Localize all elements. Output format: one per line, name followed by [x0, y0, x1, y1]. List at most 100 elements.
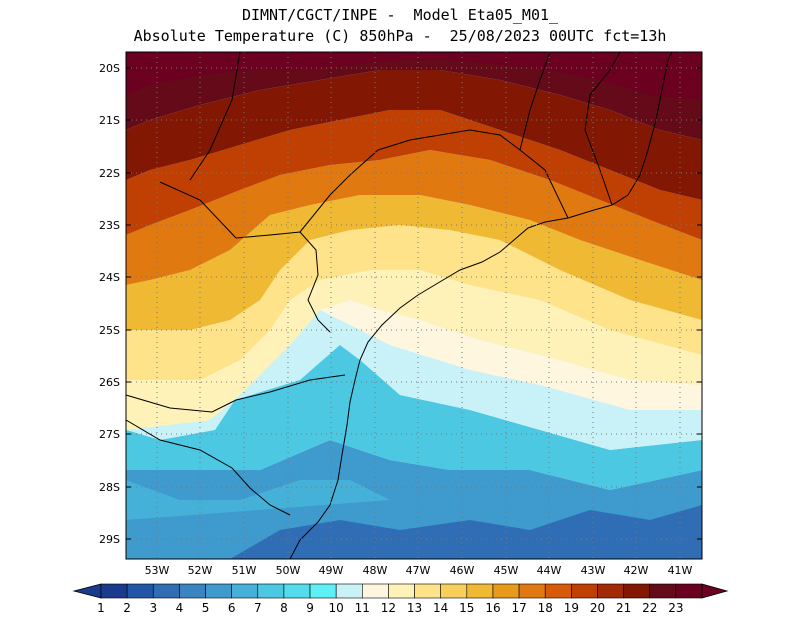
lon-label: 45W [494, 564, 519, 577]
lon-label: 44W [537, 564, 562, 577]
colorbar-swatch [205, 583, 232, 599]
temp-band-4 [230, 505, 702, 559]
chart-title-line-2: Absolute Temperature (C) 850hPa - 25/08/… [133, 27, 667, 45]
state-border-santa-catarina [126, 374, 346, 413]
colorbar-swatch [597, 583, 624, 599]
colorbar-label: 5 [202, 601, 210, 615]
colorbar-swatch [649, 583, 677, 599]
latitude-ticks [126, 67, 702, 540]
colorbar-label: 13 [407, 601, 422, 615]
temp-band-15 [126, 52, 702, 140]
temp-band-16 [126, 52, 702, 100]
colorbar-label: 3 [149, 601, 157, 615]
colorbar-label: 2 [123, 601, 131, 615]
state-border-sao-paulo-mg [159, 129, 569, 239]
colorbar-swatch [257, 583, 285, 599]
colorbar-swatch [544, 583, 572, 599]
colorbar-label: 19 [564, 601, 579, 615]
lat-label: 29S [99, 533, 120, 546]
temp-band-10 [126, 225, 702, 380]
lat-label: 26S [99, 376, 120, 389]
chart-title-line-1: DIMNT/CGCT/INPE - Model Eta05_M01_ [241, 6, 559, 24]
colorbar-label: 4 [176, 601, 184, 615]
coastline [289, 52, 673, 559]
colorbar-label: 1 [97, 601, 105, 615]
colorbar-swatch [440, 583, 468, 599]
colorbar-swatch [309, 583, 337, 599]
colorbar-swatch [126, 583, 154, 599]
colorbar-label: 6 [228, 601, 236, 615]
colorbar-swatch [675, 583, 703, 599]
temp-band-6 [126, 480, 390, 520]
colorbar-label: 20 [590, 601, 605, 615]
colorbar-label: 15 [459, 601, 474, 615]
lon-label: 49W [319, 564, 344, 577]
colorbar-swatch [388, 583, 415, 599]
colorbar-swatch [466, 583, 494, 599]
colorbar-label: 7 [254, 601, 262, 615]
temp-band-11 [126, 195, 702, 330]
lon-label: 53W [145, 564, 170, 577]
colorbar-label: 17 [511, 601, 526, 615]
lon-label: 46W [450, 564, 475, 577]
temperature-field [126, 52, 702, 559]
colorbar-label: 23 [668, 601, 683, 615]
temp-band-12 [126, 150, 702, 285]
colorbar-swatch [414, 583, 441, 599]
lat-label: 24S [99, 271, 120, 284]
lat-label: 25S [99, 324, 120, 337]
lat-label: 21S [99, 114, 120, 127]
colorbar-label: 8 [280, 601, 288, 615]
lon-label: 51W [232, 564, 257, 577]
temp-band-14 [126, 70, 702, 200]
colorbar: 1 2 3 4 5 6 7 8 9 10 11 12 13 14 15 16 17 18 19 20 21 22 23 [72, 583, 729, 615]
colorbar-swatch [283, 583, 311, 599]
state-border-rj-es [584, 52, 621, 206]
colorbar-label: 14 [433, 601, 448, 615]
temp-band-9 [126, 270, 702, 430]
graticule [126, 52, 702, 559]
lon-label: 52W [188, 564, 213, 577]
lat-label: 27S [99, 428, 120, 441]
colorbar-arrow-low [72, 583, 102, 599]
state-border-mg-north [189, 52, 551, 181]
map-frame [125, 51, 703, 560]
temp-band-5 [126, 345, 702, 490]
temp-band-7 [340, 330, 702, 450]
lon-label: 50W [276, 564, 301, 577]
lat-label: 23S [99, 219, 120, 232]
colorbar-label: 10 [329, 601, 344, 615]
state-border-parana [235, 231, 331, 333]
temp-band-13 [126, 110, 702, 240]
lon-label: 47W [406, 564, 431, 577]
latitude-labels: 20S 21S 22S 23S 24S 25S 26S 27S 28S 29S [99, 62, 120, 546]
colorbar-swatch [492, 583, 520, 599]
colorbar-arrow-high [701, 583, 729, 599]
lat-label: 28S [99, 481, 120, 494]
lat-label: 22S [99, 167, 120, 180]
colorbar-label: 16 [485, 601, 500, 615]
colorbar-swatch [623, 583, 651, 599]
colorbar-swatch [335, 583, 363, 599]
colorbar-swatch [571, 583, 598, 599]
lon-label: 43W [581, 564, 606, 577]
colorbar-swatch [231, 583, 259, 599]
lon-label: 42W [624, 564, 649, 577]
lon-label: 41W [668, 564, 693, 577]
colorbar-swatch [152, 583, 180, 599]
colorbar-swatch [518, 583, 546, 599]
colorbar-swatch [179, 583, 206, 599]
coastline-and-borders [126, 52, 673, 559]
colorbar-label: 22 [642, 601, 657, 615]
lon-label: 48W [363, 564, 388, 577]
colorbar-label: 18 [538, 601, 553, 615]
state-border-south [126, 419, 291, 516]
longitude-labels: 53W 52W 51W 50W 49W 48W 47W 46W 45W 44W … [145, 564, 693, 577]
colorbar-label: 12 [381, 601, 396, 615]
colorbar-swatch [100, 583, 128, 599]
lat-label: 20S [99, 62, 120, 75]
colorbar-swatch [362, 583, 389, 599]
colorbar-label: 11 [355, 601, 370, 615]
colorbar-label: 9 [306, 601, 314, 615]
